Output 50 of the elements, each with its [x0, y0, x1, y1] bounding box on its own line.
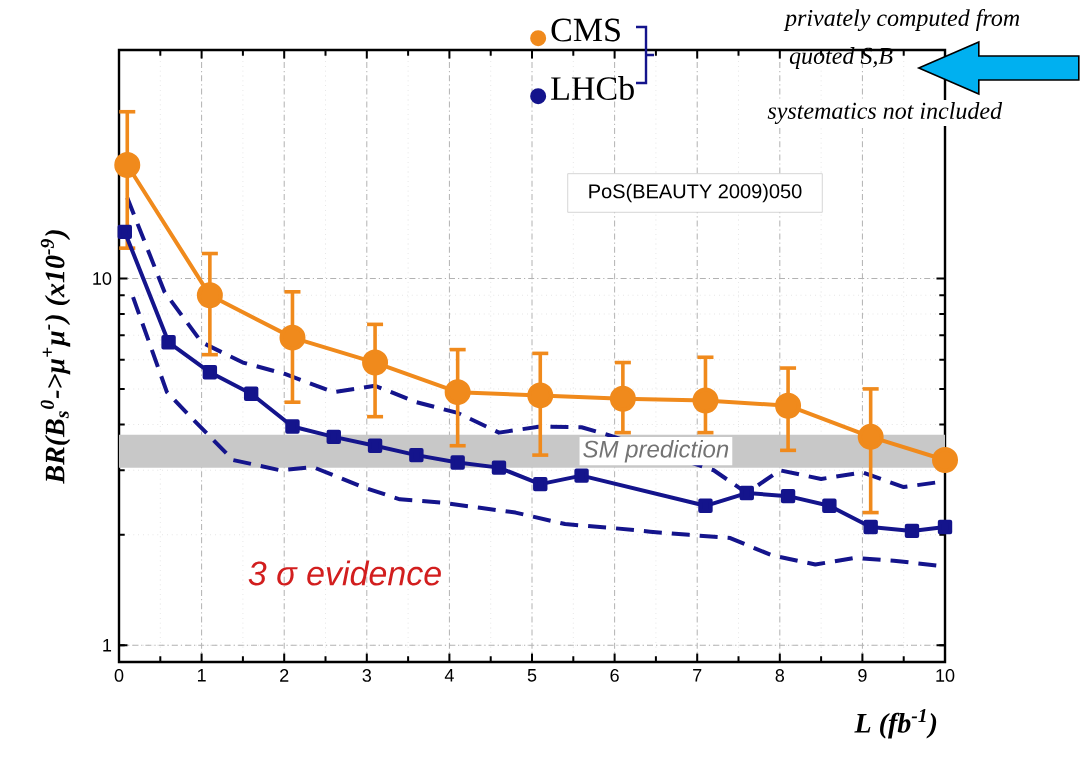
point [450, 455, 465, 470]
point [367, 438, 383, 453]
legend-label: CMS [551, 18, 620, 42]
point [857, 423, 884, 450]
text: privately computed from [783, 8, 1020, 32]
legend-label: LHCb [551, 76, 634, 101]
point [904, 523, 920, 539]
x-tick-label: 1 [197, 669, 206, 682]
point [444, 379, 471, 406]
point [775, 392, 802, 419]
text: BR(B$_{s}$$^{0}$->μ$^{+}$μ$^{-}$) (x10$^{-9}$) [40, 230, 71, 484]
point [739, 485, 754, 501]
x-tick-label: 8 [775, 669, 785, 682]
point [202, 365, 218, 380]
point [574, 468, 589, 483]
point [527, 382, 554, 409]
x-tick-label: 6 [610, 669, 619, 682]
point [780, 488, 796, 504]
point [533, 476, 548, 492]
x-tick-label: 7 [693, 669, 702, 682]
x-tick-label: 2 [280, 669, 289, 682]
point [863, 519, 878, 535]
x-tick-label: 3 [362, 669, 372, 682]
point [279, 324, 306, 351]
annotation: PoS(BEAUTY 2009)050 [589, 183, 802, 203]
point [117, 224, 132, 240]
point [698, 498, 713, 513]
point [362, 349, 389, 376]
point [409, 447, 424, 463]
point [114, 151, 141, 178]
x-axis-title: L (fb$^{-1}$) [854, 709, 937, 739]
annotation: systematics not included [767, 102, 1003, 124]
annotation: 3 σ evidence [248, 560, 441, 586]
x-tick-label: 5 [527, 669, 537, 682]
point [609, 385, 636, 412]
point [243, 386, 259, 401]
x-tick-label: 0 [114, 669, 124, 682]
x-tick-label: 10 [936, 669, 955, 682]
point [161, 335, 176, 350]
point [822, 498, 837, 513]
point [326, 429, 341, 445]
point [932, 447, 959, 473]
point [692, 387, 719, 414]
band-label: SM prediction [583, 440, 729, 463]
point [491, 460, 507, 475]
point [937, 519, 953, 535]
x-tick-label: 4 [444, 669, 454, 682]
point [285, 419, 300, 434]
x-tick-label: 9 [858, 669, 867, 682]
point [196, 282, 223, 309]
